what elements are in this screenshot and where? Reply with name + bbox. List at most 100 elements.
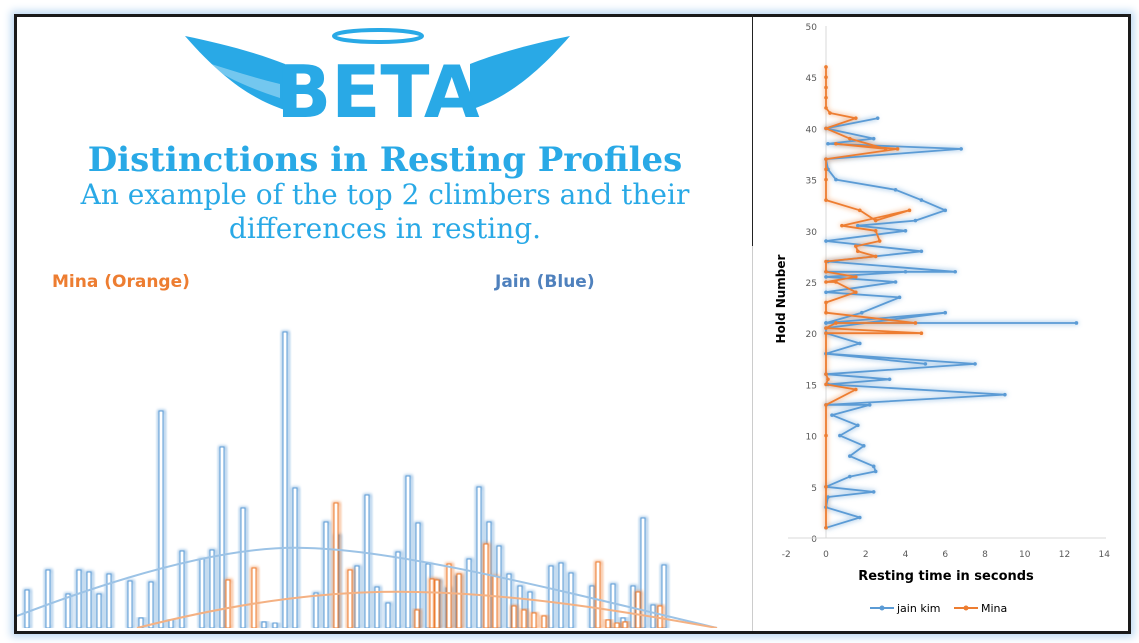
jain-point <box>919 198 924 202</box>
jain-bar <box>199 558 205 628</box>
mina-point <box>824 65 828 69</box>
mina-point <box>824 310 828 315</box>
mina-point <box>824 259 828 264</box>
jain-point <box>859 310 864 315</box>
y-tick-label: 50 <box>806 23 818 33</box>
jain-point <box>856 423 860 428</box>
jain-point <box>1074 321 1079 325</box>
mina-point <box>877 239 882 243</box>
jain-bar <box>568 572 574 628</box>
mina-bar <box>614 622 620 628</box>
panel-divider <box>752 14 753 246</box>
mina-point <box>857 208 862 213</box>
jain-point <box>1003 392 1007 397</box>
jain-point <box>903 229 908 233</box>
mina-bar <box>446 563 452 628</box>
mina-point <box>824 331 828 336</box>
jain-bar <box>374 586 380 628</box>
mina-point <box>824 485 828 489</box>
y-tick-label: 25 <box>806 279 817 289</box>
jain-point <box>824 275 828 279</box>
jain-point <box>834 177 838 182</box>
left-wing-icon <box>185 36 285 110</box>
mina-bar <box>605 619 611 628</box>
mina-bar <box>483 543 489 628</box>
jain-point <box>861 444 866 448</box>
mina-point <box>824 126 828 131</box>
mina-bar <box>251 567 257 628</box>
mina-bar <box>434 579 440 628</box>
mina-point <box>824 269 828 274</box>
mina-point <box>824 326 828 330</box>
y-axis-title: Hold Number <box>774 254 788 343</box>
mina-point <box>824 167 828 172</box>
mina-bar <box>414 609 420 628</box>
jain-bar <box>148 581 154 628</box>
jain-point <box>848 454 852 458</box>
mina-point <box>824 372 828 376</box>
jain-bar <box>405 475 411 628</box>
jain-bar <box>65 593 71 628</box>
y-tick-label: 0 <box>811 535 817 545</box>
logo-text: BETA <box>276 50 480 122</box>
mina-bar <box>595 561 601 628</box>
jain-bar <box>548 565 554 628</box>
mina-point <box>840 223 844 228</box>
jain-point <box>875 116 880 120</box>
jain-point <box>867 403 872 407</box>
jain-bar <box>364 494 370 628</box>
mina-point <box>824 198 828 202</box>
mina-point <box>895 147 900 151</box>
mina-point <box>824 177 828 182</box>
jain-point <box>953 269 957 274</box>
jain-bar <box>292 487 298 628</box>
jain-point <box>824 321 828 325</box>
blue-trend-curve <box>17 546 718 628</box>
jain-bar <box>24 589 30 628</box>
jain-point <box>830 413 834 417</box>
legend-mina: Mina <box>981 602 1007 615</box>
jain-bar <box>395 551 401 628</box>
jain-label: Jain (Blue) <box>495 272 595 292</box>
x-axis-title: Resting time in seconds <box>858 569 1034 584</box>
mina-point <box>873 229 878 233</box>
mina-bar <box>531 612 537 628</box>
jain-bar <box>313 592 319 628</box>
panel-divider-light <box>752 246 753 631</box>
mina-point <box>907 208 912 213</box>
mina-point <box>873 218 878 223</box>
slide-subtitle: An example of the top 2 climbers and the… <box>80 178 690 245</box>
mina-bar <box>429 578 435 628</box>
jain-point <box>848 474 852 479</box>
line-chart: 0 5 10 15 20 25 30 35 40 45 50 -2 0 2 4 6 8 10 12 14 Resti… <box>774 23 1111 615</box>
jain-bar <box>219 446 225 628</box>
mina-point <box>834 141 838 146</box>
mina-bar <box>541 615 547 628</box>
mina-point <box>854 116 858 120</box>
jain-bar <box>168 619 174 628</box>
x-tick-label: -2 <box>782 550 791 560</box>
mina-bar <box>622 621 628 628</box>
jain-point <box>903 269 908 274</box>
jain-bar <box>415 522 421 628</box>
jain-bar <box>610 583 616 628</box>
mina-point <box>856 249 860 254</box>
mina-series-line <box>825 67 923 528</box>
mina-point <box>854 244 858 248</box>
jain-point <box>873 469 878 474</box>
jain-bar <box>138 617 144 628</box>
mina-point <box>848 136 852 141</box>
x-tick-label: 14 <box>1099 550 1111 560</box>
beta-logo: BETA <box>185 28 570 122</box>
jain-bar <box>323 521 329 628</box>
jain-bar <box>86 571 92 628</box>
mina-point <box>824 75 828 79</box>
jain-point <box>919 249 924 254</box>
mina-point <box>824 525 828 530</box>
jain-point <box>943 208 948 213</box>
jain-bar <box>506 573 512 628</box>
mina-point <box>854 387 858 392</box>
x-tick-label: 4 <box>903 550 909 560</box>
legend-jain: jain kim <box>896 602 940 615</box>
jain-point <box>893 188 898 192</box>
